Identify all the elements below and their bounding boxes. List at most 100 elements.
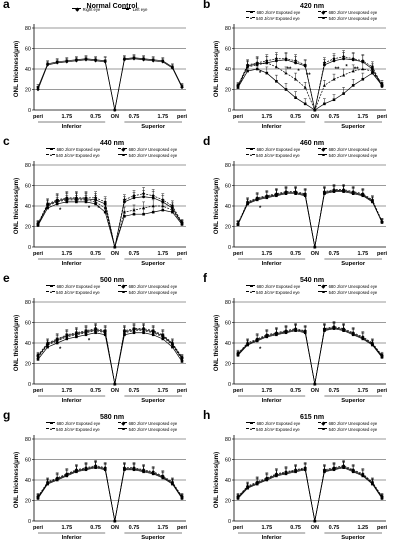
marker-s3 bbox=[370, 199, 374, 203]
marker-s0 bbox=[255, 67, 259, 71]
marker-s3 bbox=[255, 62, 259, 66]
panel-e: 0 20 40 60 80 ONL thickness(µm) peri 1.75 0.75 ON… bbox=[0, 271, 200, 411]
marker-s3 bbox=[103, 330, 107, 334]
marker-s3 bbox=[122, 200, 126, 204]
x-tick-label: peri bbox=[33, 114, 44, 120]
chart-title: 440 nm bbox=[99, 140, 125, 147]
marker-s0 bbox=[171, 345, 174, 349]
marker-s3 bbox=[332, 467, 336, 471]
y-tick-label: 0 bbox=[28, 382, 31, 388]
region-label-inferior: Inferior bbox=[62, 261, 83, 267]
y-tick-label: 0 bbox=[228, 245, 231, 251]
marker-s0 bbox=[303, 102, 307, 106]
marker-s3 bbox=[294, 328, 298, 332]
marker-s0 bbox=[371, 71, 374, 75]
x-tick-label: 1.75 bbox=[61, 114, 72, 120]
marker-s3 bbox=[255, 338, 259, 342]
x-tick-label: ON bbox=[311, 251, 319, 257]
y-tick-label: 20 bbox=[225, 225, 231, 231]
marker-s3 bbox=[74, 197, 78, 201]
significance-mark: ** bbox=[354, 67, 359, 73]
legend-item: 680 J/cm² Exposed eye bbox=[246, 284, 300, 289]
x-tick-label: 0.75 bbox=[90, 114, 101, 120]
series-line-2 bbox=[237, 56, 383, 111]
y-tick-label: 60 bbox=[25, 458, 31, 464]
marker-s3 bbox=[94, 198, 98, 202]
marker-s3 bbox=[370, 481, 374, 485]
marker-s3 bbox=[332, 189, 336, 193]
marker-s3 bbox=[332, 59, 336, 63]
marker-s3 bbox=[84, 467, 88, 471]
chart-svg: 0 20 40 60 80 ONL thickness(µm) peri 1.75 0.75 ON… bbox=[213, 435, 388, 541]
marker-s3 bbox=[284, 471, 288, 475]
y-tick-label: 0 bbox=[228, 108, 231, 114]
legend: Right eye Left eye bbox=[46, 7, 196, 24]
marker-s3 bbox=[36, 223, 40, 226]
x-tick-label: 0.75 bbox=[129, 251, 140, 257]
marker-s3 bbox=[151, 471, 155, 475]
panel-label: e bbox=[3, 271, 10, 285]
marker-s0 bbox=[75, 200, 78, 204]
y-axis-label: ONL thickness(µm) bbox=[213, 315, 220, 371]
marker-s3 bbox=[65, 197, 69, 201]
marker-s1 bbox=[161, 59, 165, 63]
legend-item: 540 J/cm² Exposed eye bbox=[246, 427, 300, 432]
marker-s0 bbox=[275, 80, 278, 83]
marker-s3 bbox=[361, 336, 365, 340]
marker-s3 bbox=[170, 342, 174, 346]
x-tick-label: 0.75 bbox=[90, 251, 101, 257]
marker-s3 bbox=[370, 67, 374, 71]
significance-mark: * bbox=[259, 206, 262, 212]
x-tick-label: 1.75 bbox=[157, 251, 168, 257]
marker-s3 bbox=[236, 223, 240, 226]
marker-s3 bbox=[36, 354, 40, 358]
significance-mark: * bbox=[345, 65, 348, 71]
marker-s0 bbox=[84, 200, 88, 204]
marker-s1 bbox=[370, 69, 374, 73]
marker-s1 bbox=[94, 58, 97, 62]
marker-s0 bbox=[294, 96, 297, 99]
y-tick-label: 60 bbox=[225, 321, 231, 327]
x-tick-label: peri bbox=[377, 388, 388, 394]
marker-s1 bbox=[322, 83, 326, 87]
y-tick-label: 40 bbox=[225, 478, 231, 484]
marker-s0 bbox=[142, 212, 145, 216]
legend-item: 680 J/cm² Exposed eye bbox=[46, 147, 100, 152]
marker-s1 bbox=[171, 65, 174, 69]
panel-b: 0 20 40 60 80 ONL thickness(µm) peri 1.75 0.75 ON… bbox=[200, 0, 400, 137]
y-axis-label: ONL thickness(µm) bbox=[13, 178, 20, 234]
marker-s3 bbox=[36, 495, 40, 499]
chart-svg: 0 20 40 60 80 ONL thickness(µm) peri 1.75 0.75 ON… bbox=[13, 161, 188, 267]
x-tick-label: peri bbox=[377, 251, 388, 257]
marker-s3 bbox=[180, 221, 184, 225]
marker-s3 bbox=[180, 356, 184, 360]
marker-s3 bbox=[380, 495, 384, 499]
marker-s3 bbox=[294, 61, 298, 65]
region-label-superior: Superior bbox=[141, 261, 166, 267]
x-tick-label: peri bbox=[177, 388, 188, 394]
marker-s1 bbox=[55, 60, 59, 64]
marker-s3 bbox=[274, 193, 278, 197]
legend-item: 680 J/cm² Unexposed eye bbox=[118, 147, 177, 152]
x-tick-label: 0.75 bbox=[329, 114, 340, 120]
y-tick-label: 80 bbox=[25, 437, 31, 443]
marker-s3 bbox=[322, 469, 326, 473]
marker-s1 bbox=[332, 77, 336, 81]
marker-s3 bbox=[113, 519, 117, 523]
significance-mark: * bbox=[97, 206, 100, 212]
significance-mark: * bbox=[297, 69, 300, 75]
marker-s3 bbox=[274, 473, 278, 477]
x-tick-label: peri bbox=[233, 388, 244, 394]
region-label-superior: Superior bbox=[341, 535, 366, 541]
marker-s3 bbox=[122, 330, 126, 334]
legend-item: 540 J/cm² Exposed eye bbox=[246, 16, 300, 21]
marker-s1 bbox=[46, 62, 49, 66]
legend-item: 680 J/cm² Exposed eye bbox=[246, 10, 300, 15]
panel-g: 0 20 40 60 80 ONL thickness(µm) peri 1.75 0.75 ON… bbox=[0, 409, 200, 548]
series-line-1 bbox=[37, 57, 183, 111]
x-tick-label: peri bbox=[33, 525, 44, 531]
marker-s1 bbox=[303, 85, 307, 89]
legend-item: 680 J/cm² Unexposed eye bbox=[318, 284, 377, 289]
x-tick-label: ON bbox=[111, 388, 119, 394]
x-tick-label: ON bbox=[111, 114, 119, 120]
